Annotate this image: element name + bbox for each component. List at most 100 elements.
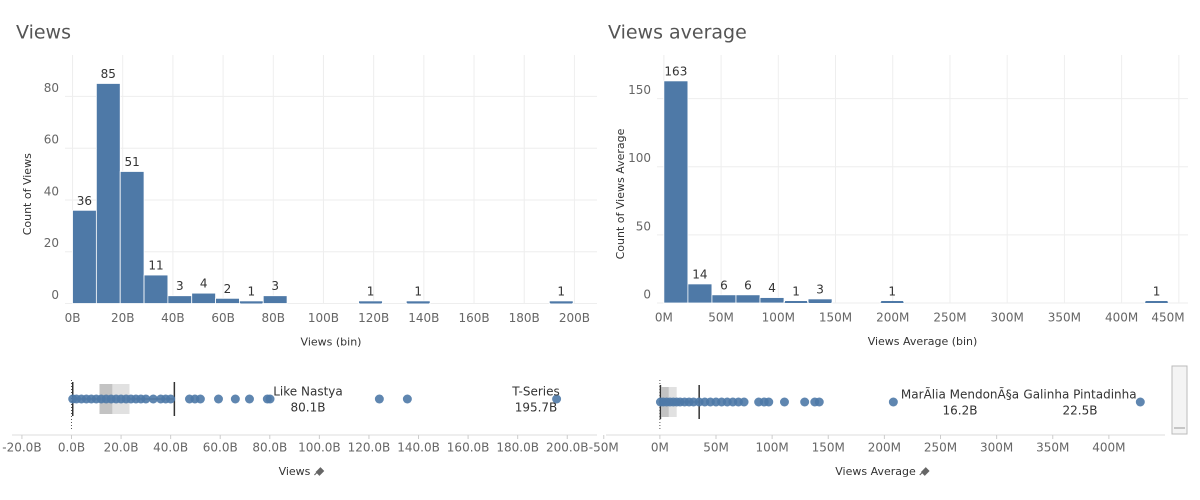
bar-outline	[359, 301, 382, 304]
bar	[143, 274, 169, 304]
point	[800, 397, 810, 407]
x-tick-label: 20.0B	[104, 441, 139, 455]
data-label: 1	[888, 285, 896, 299]
y-tick-label: 20	[44, 236, 59, 250]
data-label: 85	[101, 67, 116, 81]
scrollbar[interactable]	[1171, 365, 1188, 435]
x-tick-label: 150M	[819, 311, 852, 325]
x-tick-label: 0.0B	[58, 441, 85, 455]
bar-outline	[407, 301, 430, 304]
point	[739, 397, 749, 407]
point	[552, 394, 562, 404]
x-tick-label: 40B	[161, 311, 185, 325]
data-label: 1	[248, 284, 256, 298]
x-tick-label: 180.0B	[496, 441, 539, 455]
data-label: 1	[367, 284, 375, 298]
x-tick-label: 160.0B	[447, 441, 490, 455]
y-tick-label: 0	[643, 288, 651, 302]
annotation-name: MarÃlia MendonÃ§a	[901, 387, 1019, 402]
bar-outline	[881, 301, 904, 303]
x-tick-label: 200M	[876, 311, 909, 325]
point	[230, 394, 240, 404]
point	[213, 394, 223, 404]
x-tick-label: 100B	[308, 311, 339, 325]
data-label: 36	[77, 194, 92, 208]
x-tick-label: 300M	[991, 311, 1024, 325]
data-label: 4	[200, 277, 208, 291]
annotation-value: 80.1B	[291, 401, 326, 415]
bar	[262, 295, 288, 304]
annotation-value: 195.7B	[515, 401, 558, 415]
bar-outline	[809, 301, 832, 303]
x-tick-label: 20B	[111, 311, 135, 325]
x-tick-label: 450M	[1151, 311, 1184, 325]
y-tick-label: 150	[628, 83, 651, 97]
bar	[759, 297, 785, 304]
x-tick-label: 60B	[211, 311, 235, 325]
point	[148, 394, 158, 404]
data-label: 1	[414, 284, 422, 298]
x-tick-label: -50M	[589, 441, 619, 455]
bar	[735, 294, 761, 304]
data-label: 6	[744, 278, 752, 292]
point	[244, 394, 254, 404]
data-label: 3	[271, 279, 279, 293]
bar	[687, 283, 713, 304]
bar	[119, 171, 145, 304]
annotation-value: 22.5B	[1063, 404, 1098, 418]
x-tick-label: 80B	[262, 311, 286, 325]
bar	[711, 294, 737, 304]
x-axis-title: Views (bin)	[301, 336, 362, 349]
y-axis-title: Count of Views	[21, 153, 34, 235]
bar-outline	[1145, 301, 1168, 303]
y-tick-label: 100	[628, 151, 651, 165]
point	[166, 394, 176, 404]
pin-icon	[919, 467, 930, 476]
x-tick-label: 250M	[933, 311, 966, 325]
x-tick-label: 200B	[559, 311, 590, 325]
y-tick-label: 50	[636, 219, 651, 233]
bar-outline	[785, 301, 808, 303]
data-label: 3	[176, 279, 184, 293]
data-label: 1	[1153, 285, 1161, 299]
data-label: 1	[792, 285, 800, 299]
x-tick-label: 350M	[1036, 441, 1069, 455]
x-tick-label: -20.0B	[2, 441, 41, 455]
y-tick-label: 0	[51, 288, 59, 302]
x-tick-label: 100M	[755, 441, 788, 455]
bar	[191, 292, 216, 304]
x-tick-label: 0M	[651, 441, 669, 455]
chart-title: Views	[16, 22, 71, 44]
data-label: 163	[664, 64, 687, 78]
x-tick-label: 200.0B	[546, 441, 589, 455]
x-tick-label: 200M	[868, 441, 901, 455]
x-tick-label: 50M	[703, 441, 729, 455]
x-tick-label: 400M	[1092, 441, 1125, 455]
point	[265, 394, 275, 404]
y-tick-label: 80	[44, 81, 59, 95]
annotation-name: Like Nastya	[273, 385, 342, 399]
point	[195, 394, 205, 404]
x-tick-label: 150M	[812, 441, 845, 455]
data-label: 1	[557, 284, 565, 298]
bar	[663, 80, 689, 304]
x-tick-label: 100.0B	[298, 441, 341, 455]
x-tick-label: 160B	[458, 311, 489, 325]
point	[1135, 397, 1145, 407]
x-tick-label: 120B	[358, 311, 389, 325]
x-tick-label: 120.0B	[348, 441, 391, 455]
data-label: 51	[124, 155, 139, 169]
y-axis-title: Count of Views Average	[614, 128, 627, 259]
chart-title: Views average	[608, 22, 747, 44]
point	[764, 397, 774, 407]
data-label: 4	[768, 281, 776, 295]
x-tick-label: 400M	[1105, 311, 1138, 325]
annotation-name: Galinha Pintadinha	[1023, 388, 1136, 402]
data-label: 3	[816, 282, 824, 296]
x-tick-label: 140.0B	[397, 441, 440, 455]
x-tick-label: 250M	[924, 441, 957, 455]
data-label: 2	[224, 282, 232, 296]
point	[888, 397, 898, 407]
bar	[95, 83, 121, 304]
bar-outline	[240, 301, 263, 304]
